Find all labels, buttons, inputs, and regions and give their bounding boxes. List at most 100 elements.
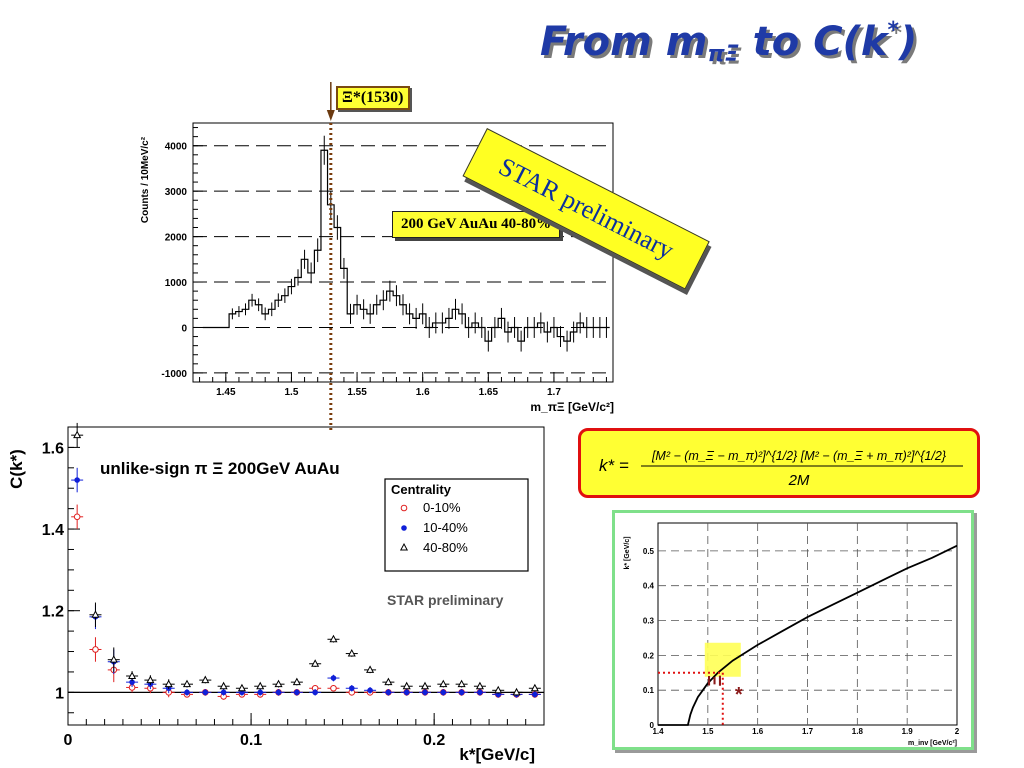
title-sub: πΞ bbox=[707, 42, 739, 67]
corr-point-40-80 bbox=[512, 687, 521, 696]
kin-ytick-label: 0.2 bbox=[643, 651, 655, 660]
corr-point-40-80 bbox=[256, 681, 265, 690]
kin-ylabel: k* [GeV/c] bbox=[624, 536, 631, 569]
corr-ytick-label: 1.4 bbox=[42, 522, 64, 539]
corr-point-10-40 bbox=[477, 689, 483, 696]
corr-point-0-10 bbox=[92, 646, 99, 653]
corr-point-40-80 bbox=[73, 430, 82, 439]
corr-ytick-label: 1.2 bbox=[42, 604, 64, 621]
corr-point-40-80 bbox=[219, 681, 228, 690]
corr-point-10-40 bbox=[348, 685, 355, 692]
hist-xtick-label: 1.65 bbox=[479, 387, 499, 398]
legend-marker-10-40 bbox=[401, 525, 407, 531]
corr-point-10-40 bbox=[330, 675, 337, 681]
corr-point-40-80 bbox=[494, 685, 503, 694]
corr-point-10-40 bbox=[220, 689, 227, 696]
hist-xlabel: m_πΞ [GeV/c²] bbox=[530, 400, 614, 414]
hist-ytick-label: 1000 bbox=[165, 278, 188, 289]
kin-star-glyph: * bbox=[735, 684, 743, 706]
xi-marker-arrowhead bbox=[326, 110, 335, 121]
hist-xtick-label: 1.5 bbox=[284, 387, 298, 398]
kin-ytick-label: 0.4 bbox=[643, 582, 655, 591]
xi-peak-label: Ξ*(1530) bbox=[336, 86, 410, 110]
corr-point-10-40 bbox=[129, 679, 135, 685]
title-sup: * bbox=[887, 18, 899, 43]
corr-xtick-label: 0.2 bbox=[423, 732, 445, 749]
hist-ylabel: Counts / 10MeV/c² bbox=[140, 136, 151, 223]
kin-ytick-label: 0.1 bbox=[643, 686, 655, 695]
formula-numerator: [M² − (m_Ξ − m_π)²]^{1/2} [M² − (m_Ξ + m… bbox=[651, 449, 946, 463]
corr-point-10-40 bbox=[532, 691, 538, 698]
kin-ytick-label: 0 bbox=[650, 721, 655, 730]
corr-point-40-80 bbox=[475, 681, 484, 690]
hist-ytick-label: 4000 bbox=[165, 142, 188, 153]
corr-point-40-80 bbox=[91, 610, 100, 618]
corr-point-10-40 bbox=[440, 689, 447, 696]
corr-point-40-80 bbox=[530, 683, 539, 692]
corr-point-10-40 bbox=[403, 689, 410, 696]
corr-point-10-40 bbox=[202, 689, 209, 696]
corr-point-40-80 bbox=[201, 675, 210, 684]
hist-xtick-label: 1.55 bbox=[347, 387, 367, 398]
hist-ytick-label: 3000 bbox=[165, 187, 188, 198]
corr-point-10-40 bbox=[422, 689, 428, 696]
corr-point-10-40 bbox=[458, 689, 465, 696]
title-func: C(k bbox=[813, 19, 888, 65]
corr-point-40-80 bbox=[164, 679, 173, 688]
corr-point-40-80 bbox=[402, 681, 411, 690]
title-end: ) bbox=[898, 19, 918, 65]
kin-xtick-label: 2 bbox=[955, 727, 960, 736]
corr-point-10-40 bbox=[385, 689, 392, 696]
legend-marker-40-80 bbox=[399, 542, 409, 551]
corr-point-40-80 bbox=[384, 677, 393, 686]
kin-xtick-label: 1.8 bbox=[852, 727, 864, 736]
hist-xtick-label: 1.45 bbox=[216, 387, 236, 398]
energy-label: 200 GeV AuAu 40-80% bbox=[392, 211, 561, 238]
formula-denominator: 2M bbox=[788, 472, 810, 489]
corr-legend-label: 40-80% bbox=[423, 540, 468, 555]
kstar-formula-box: k* = [M² − (m_Ξ − m_π)²]^{1/2} [M² − (m_… bbox=[578, 428, 980, 498]
corr-point-40-80 bbox=[439, 679, 448, 688]
corr-ytick-label: 1.6 bbox=[42, 440, 64, 457]
kin-curve bbox=[658, 544, 958, 726]
corr-point-40-80 bbox=[457, 679, 466, 688]
corr-point-40-80 bbox=[366, 665, 375, 673]
corr-ytick-label: 1 bbox=[55, 685, 64, 702]
corr-legend-label: 0-10% bbox=[423, 500, 461, 515]
corr-legend-label: 10-40% bbox=[423, 520, 468, 535]
corr-point-40-80 bbox=[182, 679, 192, 688]
kin-xtick-label: 1.4 bbox=[652, 727, 664, 736]
hist-ytick-label: 2000 bbox=[165, 233, 188, 244]
kin-ytick-label: 0.3 bbox=[643, 617, 655, 626]
corr-legend-title: Centrality bbox=[391, 482, 452, 497]
corr-point-10-40 bbox=[275, 689, 282, 696]
kstar-vs-minv-chart: 1.4 1.5 1.6 1.7 1.8 1.9 2 0 0.1 0.2 0.3 0.4 0.5 Ξ * k* … bbox=[624, 522, 960, 747]
corr-point-10-40 bbox=[312, 689, 318, 696]
slide-title: From mπΞ to C(k*) bbox=[540, 18, 917, 67]
corr-point-40-80 bbox=[292, 677, 301, 686]
corr-point-40-80 bbox=[146, 675, 155, 684]
corr-point-10-40 bbox=[367, 687, 373, 694]
corr-point-40-80 bbox=[274, 679, 283, 688]
corr-ylabel: C(k*) bbox=[7, 449, 26, 489]
corr-point-10-40 bbox=[257, 689, 264, 696]
kin-ytick-label: 0.5 bbox=[643, 547, 655, 556]
kstar-vs-minv-panel: 1.4 1.5 1.6 1.7 1.8 1.9 2 0 0.1 0.2 0.3 0.4 0.5 Ξ * k* … bbox=[612, 510, 974, 750]
corr-chart-title: unlike-sign π Ξ 200GeV AuAu bbox=[100, 459, 340, 478]
hist-ytick-label: -1000 bbox=[161, 369, 187, 380]
corr-point-40-80 bbox=[347, 648, 356, 657]
kin-xi-glyph: Ξ bbox=[705, 675, 725, 687]
legend-marker-0-10 bbox=[400, 504, 408, 512]
corr-point-10-40 bbox=[74, 477, 80, 483]
corr-point-0-10 bbox=[73, 513, 81, 521]
corr-xtick-label: 0 bbox=[64, 732, 73, 749]
corr-point-40-80 bbox=[329, 634, 338, 643]
correlation-function-chart: 1 1.2 1.4 1.6 0 0.1 0.2 unlike-sign π Ξ 200GeV … bbox=[7, 422, 545, 764]
hist-xtick-label: 1.7 bbox=[547, 387, 561, 398]
hist-ytick-label: 0 bbox=[181, 323, 187, 334]
corr-point-10-40 bbox=[184, 689, 190, 696]
formula-lhs: k* = bbox=[599, 456, 629, 475]
corr-point-40-80 bbox=[128, 671, 137, 680]
hist-xtick-label: 1.6 bbox=[416, 387, 430, 398]
kin-xtick-label: 1.9 bbox=[902, 727, 914, 736]
